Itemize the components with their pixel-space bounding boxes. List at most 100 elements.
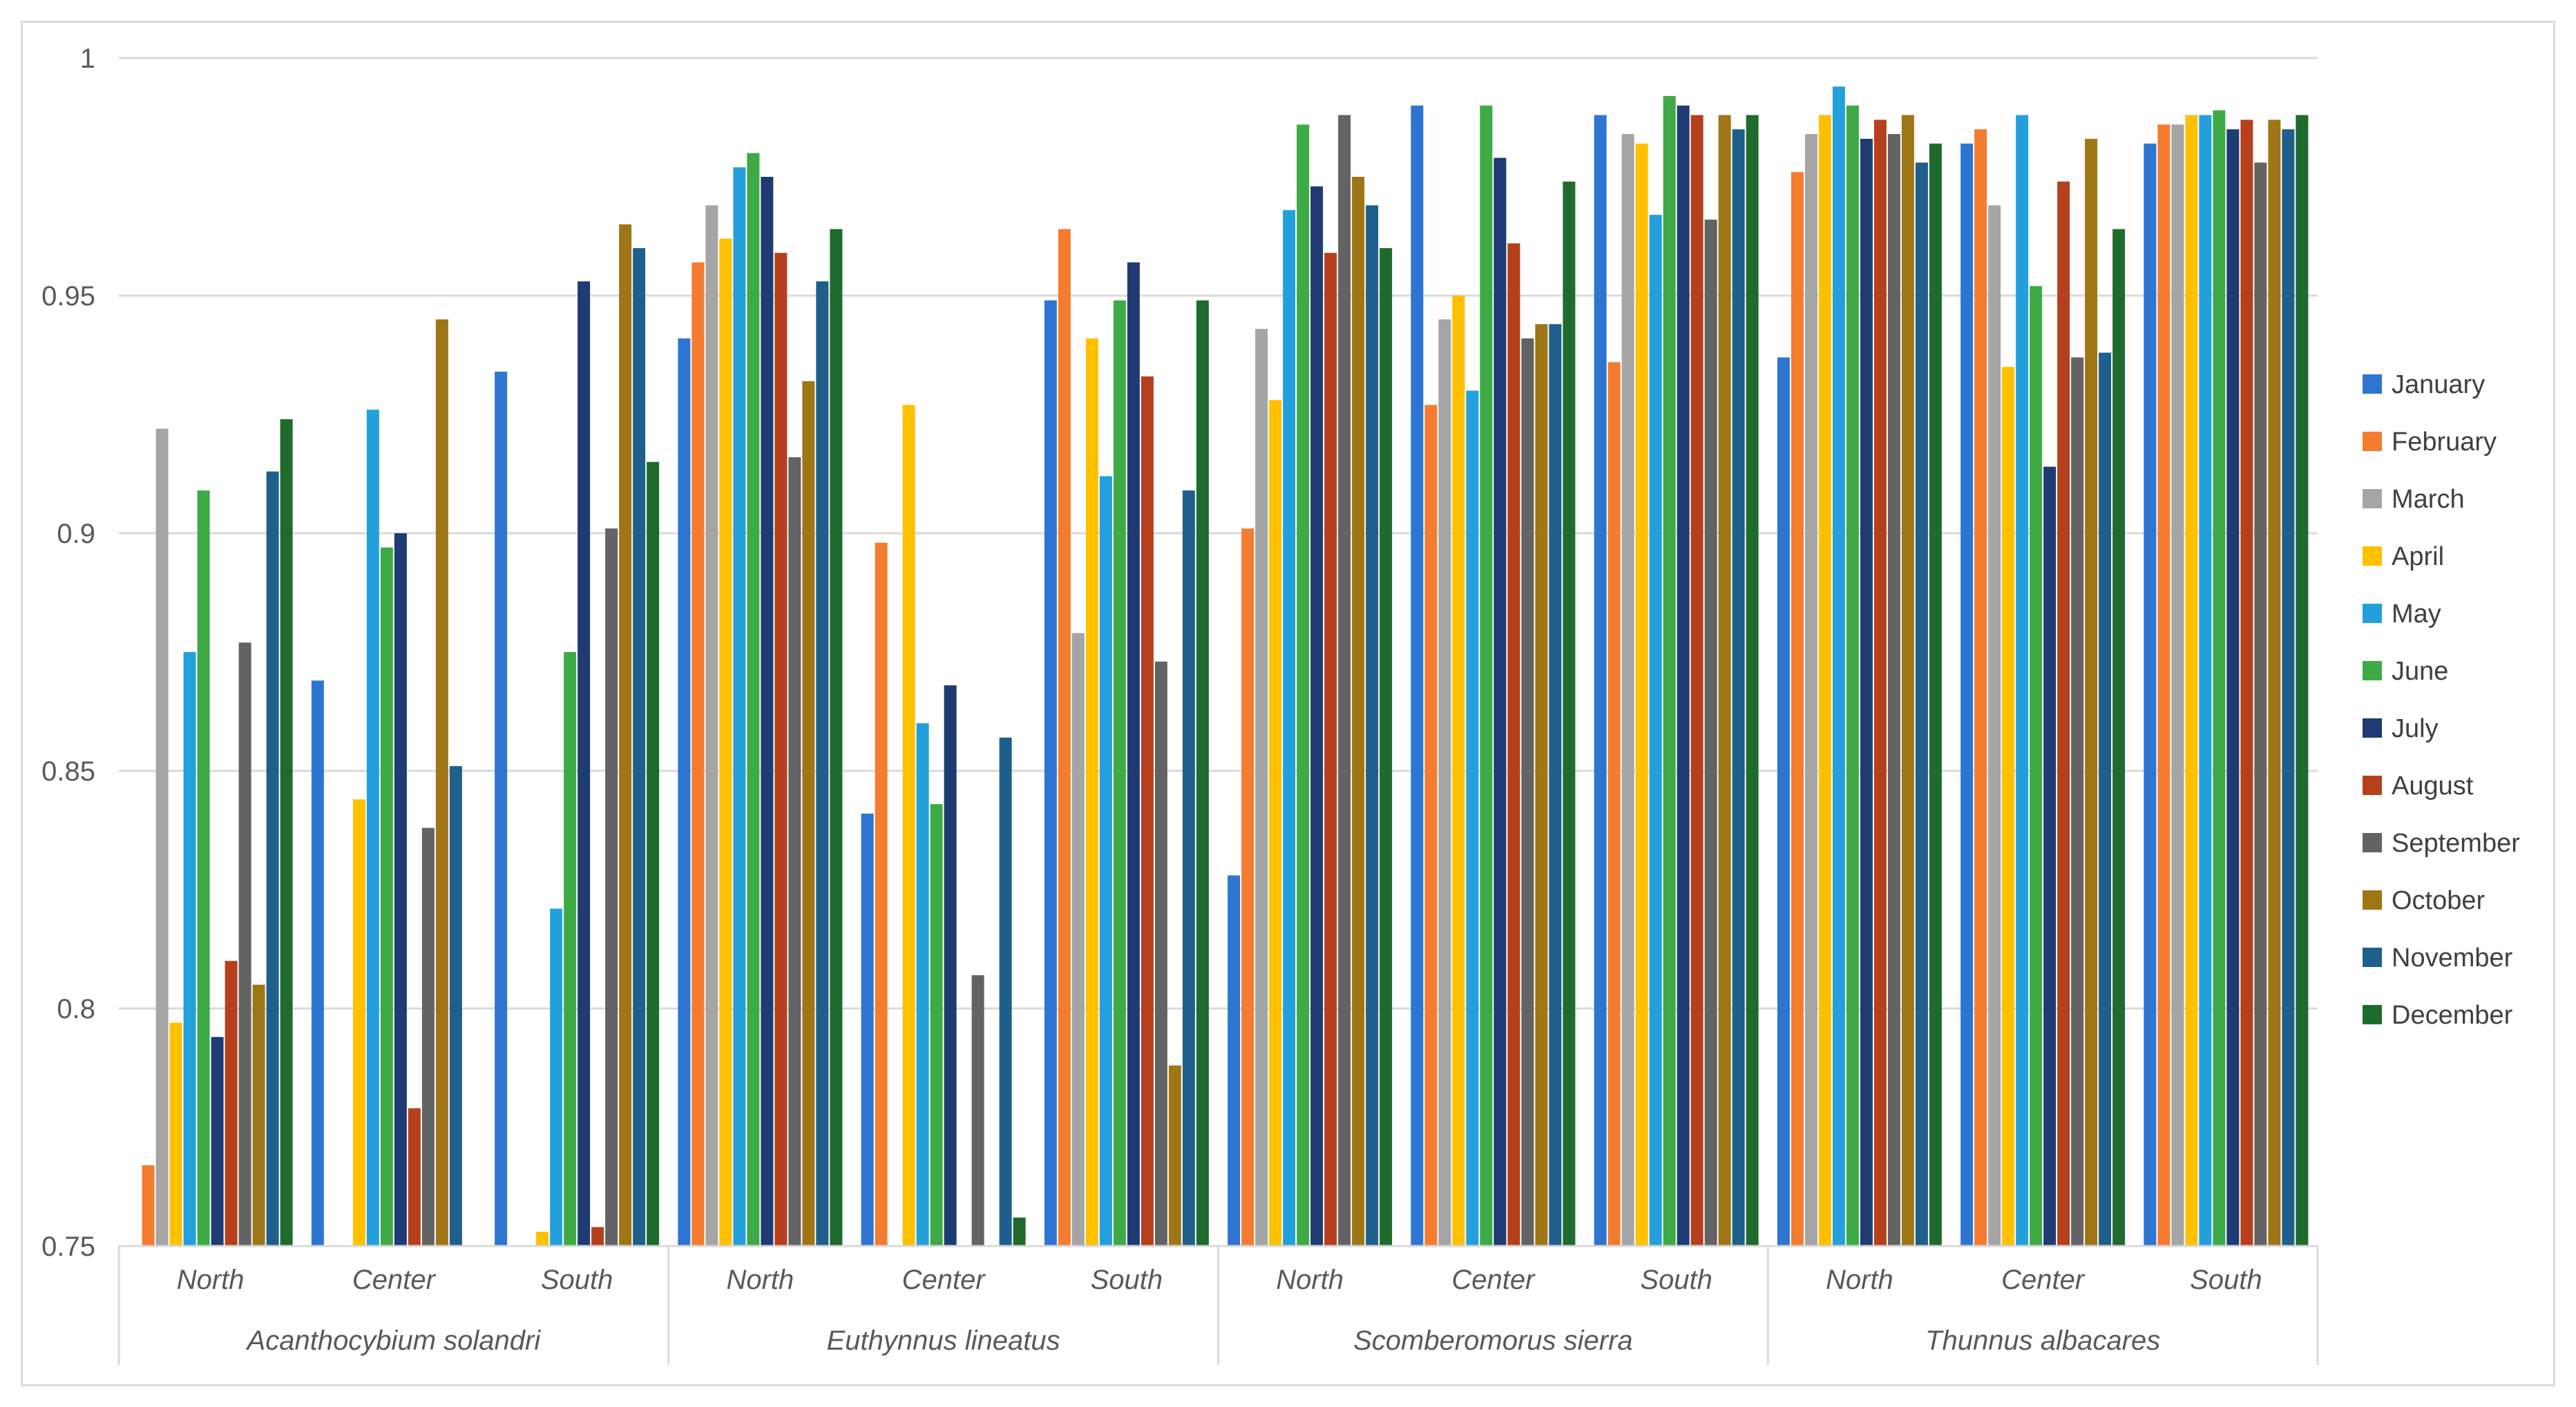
bar-august xyxy=(225,961,238,1246)
bar-august xyxy=(1507,243,1520,1246)
bar-march xyxy=(155,428,169,1246)
bar-december xyxy=(1196,300,1209,1246)
bar-january xyxy=(1228,875,1241,1246)
bar-june xyxy=(380,547,393,1246)
legend-swatch-october xyxy=(2363,890,2382,910)
legend-swatch-june xyxy=(2363,661,2382,680)
bar-june xyxy=(747,153,760,1247)
bar-august xyxy=(2240,119,2253,1247)
bar-september xyxy=(1704,219,1717,1246)
bar-january xyxy=(1044,300,1057,1246)
bar-september xyxy=(2254,162,2267,1247)
bar-june xyxy=(564,652,577,1246)
bar-october xyxy=(802,381,815,1246)
bar-april xyxy=(719,238,732,1247)
legend-swatch-december xyxy=(2363,1005,2382,1024)
legend-swatch-january xyxy=(2363,374,2382,394)
legend-label-september: September xyxy=(2392,829,2520,858)
bar-april xyxy=(902,405,915,1246)
bar-october xyxy=(1352,177,1365,1246)
bar-march xyxy=(2171,124,2184,1246)
bar-august xyxy=(1873,119,1887,1247)
bar-august xyxy=(1141,376,1154,1247)
bar-november xyxy=(266,471,279,1246)
bar-january xyxy=(1594,115,1607,1246)
legend-label-march: March xyxy=(2392,485,2465,514)
bar-november xyxy=(2282,129,2295,1247)
bar-may xyxy=(916,723,929,1246)
bar-october xyxy=(619,224,632,1246)
bar-november xyxy=(2099,352,2112,1246)
x-category-label: North xyxy=(1276,1265,1344,1295)
legend-swatch-may xyxy=(2363,604,2382,623)
bar-july xyxy=(394,533,407,1246)
legend-label-october: October xyxy=(2392,886,2486,915)
bar-october xyxy=(1535,324,1548,1246)
bar-december xyxy=(1563,181,1576,1246)
bar-february xyxy=(1791,172,1804,1246)
bar-april xyxy=(169,1022,182,1246)
bar-march xyxy=(1438,319,1451,1246)
x-category-label: North xyxy=(177,1265,245,1295)
bar-may xyxy=(1832,86,1845,1246)
y-tick-label: 0.9 xyxy=(57,519,95,549)
bar-november xyxy=(1182,490,1195,1246)
bar-may xyxy=(366,410,379,1246)
bar-november xyxy=(1732,129,1745,1247)
bar-december xyxy=(1746,115,1759,1246)
y-tick-label: 0.8 xyxy=(57,994,95,1024)
bar-august xyxy=(1690,115,1704,1246)
x-group-label: Acanthocybium solandri xyxy=(246,1325,542,1356)
bar-september xyxy=(971,975,984,1246)
x-group-label: Thunnus albacares xyxy=(1925,1325,2160,1356)
bar-november xyxy=(1366,205,1379,1246)
bar-july xyxy=(2043,466,2057,1247)
bar-february xyxy=(1607,362,1621,1246)
bar-october xyxy=(252,984,265,1246)
bar-june xyxy=(2213,110,2226,1247)
bar-september xyxy=(1154,661,1167,1246)
bar-november xyxy=(449,766,462,1246)
legend-label-november: November xyxy=(2392,944,2513,973)
x-group-label: Scomberomorus sierra xyxy=(1353,1325,1633,1356)
bar-september xyxy=(1338,115,1351,1246)
bar-june xyxy=(2030,286,2043,1246)
bar-august xyxy=(1324,253,1337,1247)
bar-december xyxy=(1929,143,1942,1247)
bar-december xyxy=(1380,248,1393,1247)
x-category-label: Center xyxy=(2001,1265,2086,1295)
legend-label-february: February xyxy=(2392,428,2497,457)
bar-april xyxy=(1085,338,1098,1246)
bar-july xyxy=(1860,138,1873,1247)
bar-january xyxy=(311,680,324,1246)
bar-december xyxy=(647,461,660,1246)
legend-swatch-february xyxy=(2363,432,2382,451)
bar-february xyxy=(2157,124,2170,1246)
bar-october xyxy=(1901,115,1914,1246)
bar-june xyxy=(197,490,210,1246)
bar-january xyxy=(1777,357,1790,1247)
bar-november xyxy=(633,248,646,1247)
bar-march xyxy=(1804,134,1817,1247)
bar-july xyxy=(944,685,957,1246)
y-tick-label: 0.95 xyxy=(41,281,95,312)
y-tick-label: 0.85 xyxy=(41,756,95,787)
bar-march xyxy=(1255,329,1268,1246)
bar-july xyxy=(1494,157,1507,1247)
x-category-label: South xyxy=(541,1265,613,1295)
bar-september xyxy=(1521,338,1534,1246)
x-category-label: South xyxy=(1091,1265,1163,1295)
bar-march xyxy=(1071,633,1085,1246)
bar-february xyxy=(691,262,705,1247)
bar-april xyxy=(2185,115,2198,1246)
x-group-label: Euthynnus lineatus xyxy=(827,1325,1060,1356)
bar-may xyxy=(1649,215,1662,1246)
x-category-label: South xyxy=(1640,1265,1712,1295)
bar-april xyxy=(352,799,365,1246)
legend-label-december: December xyxy=(2392,1001,2513,1030)
bar-september xyxy=(1887,134,1900,1247)
bar-december xyxy=(2296,115,2309,1246)
bar-december xyxy=(1013,1217,1026,1246)
bar-may xyxy=(1283,210,1296,1246)
bar-july xyxy=(211,1037,224,1246)
